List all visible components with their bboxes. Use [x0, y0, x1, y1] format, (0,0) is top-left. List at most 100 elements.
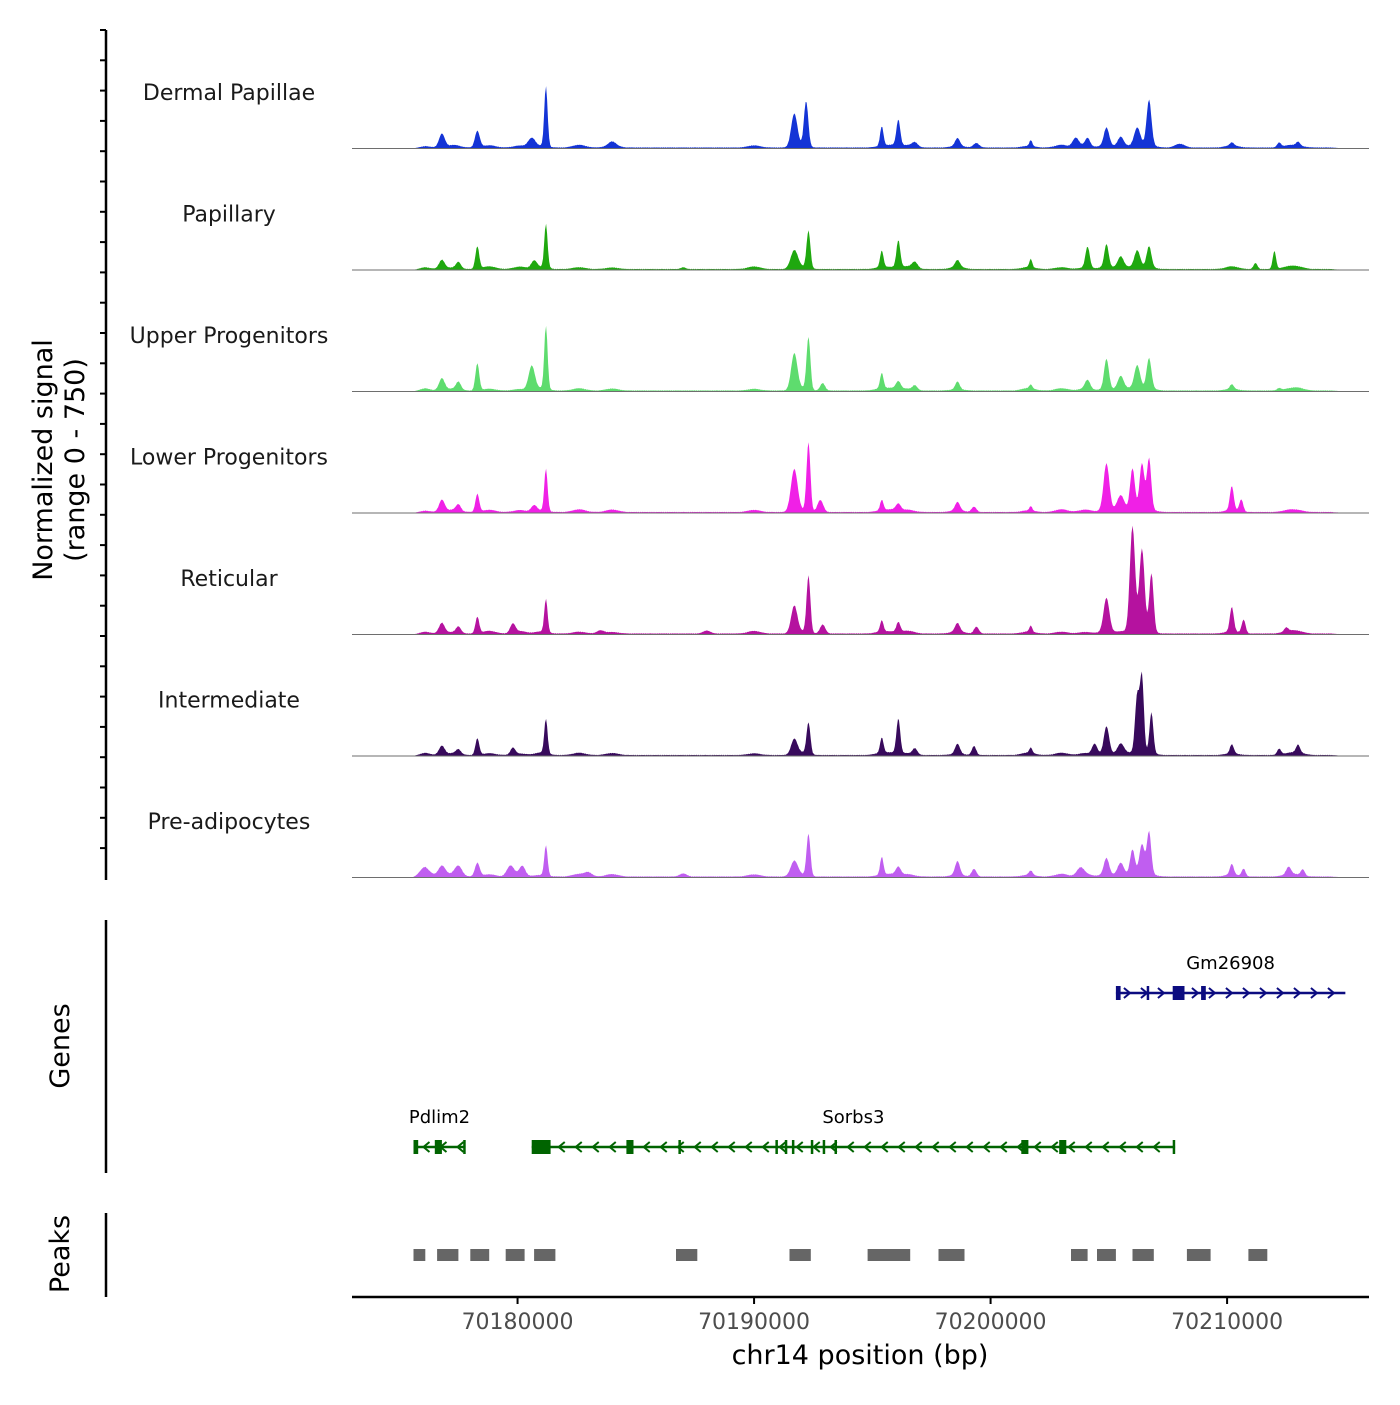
exon	[678, 1140, 681, 1154]
gene-gm26908: Gm26908	[1115, 953, 1346, 1000]
strand-arrow	[1118, 1141, 1127, 1153]
peak-region	[1097, 1249, 1116, 1261]
exon	[463, 1140, 466, 1154]
strand-arrow	[1033, 1141, 1042, 1153]
peak-region	[1248, 1249, 1268, 1261]
gene-label: Pdlim2	[409, 1107, 470, 1128]
strand-arrow	[982, 1141, 991, 1153]
strand-arrow	[880, 1141, 889, 1153]
strand-arrow	[897, 1141, 906, 1153]
peak-region	[437, 1249, 459, 1261]
strand-arrow	[1276, 987, 1285, 999]
gene-sorbs3: Sorbs3	[531, 1107, 1176, 1154]
x-tick-label: 70190000	[698, 1310, 810, 1335]
strand-arrow	[812, 1141, 821, 1153]
exon	[1059, 1140, 1067, 1154]
genes-panel-label: Genes	[45, 1003, 76, 1088]
track-label: Upper Progenitors	[130, 324, 329, 349]
strand-arrow	[931, 1141, 940, 1153]
gene-pdlim2: Pdlim2	[409, 1107, 470, 1154]
peak-region	[938, 1249, 965, 1261]
strand-arrow	[1327, 987, 1336, 999]
track-lower-progenitors: Lower Progenitors	[130, 442, 1369, 514]
strand-arrow	[574, 1141, 583, 1153]
strand-arrow	[1225, 987, 1234, 999]
peak-region	[676, 1249, 698, 1261]
strand-arrow	[778, 1141, 787, 1153]
signal-tracks: Dermal Papillae Papillary Upper Progenitor…	[130, 81, 1369, 878]
gene-label: Gm26908	[1186, 953, 1275, 974]
strand-arrow	[676, 1141, 685, 1153]
strand-arrow	[1135, 1141, 1144, 1153]
exon	[1172, 986, 1185, 1000]
peak-annotations	[413, 1249, 1268, 1261]
exon	[1172, 1140, 1176, 1154]
exon	[1201, 986, 1206, 1000]
exon	[626, 1140, 634, 1154]
strand-arrow	[744, 1141, 753, 1153]
strand-arrow	[1152, 1141, 1161, 1153]
gene-annotations: Gm26908 Pdlim2 Sorbs3	[409, 953, 1346, 1154]
exon	[1146, 986, 1150, 1000]
strand-arrow	[1310, 987, 1319, 999]
x-tick-label: 70200000	[935, 1310, 1047, 1335]
strand-arrow	[965, 1141, 974, 1153]
gene-label: Sorbs3	[822, 1107, 884, 1128]
strand-arrow	[1084, 1141, 1093, 1153]
peaks-panel-label: Peaks	[45, 1215, 76, 1293]
strand-arrow	[1208, 987, 1217, 999]
track-label: Pre-adipocytes	[148, 810, 311, 835]
peak-region	[470, 1249, 490, 1261]
x-axis-label: chr14 position (bp)	[732, 1340, 989, 1371]
strand-arrow	[421, 1141, 431, 1153]
track-label: Dermal Papillae	[143, 81, 315, 106]
track-dermal-papillae: Dermal Papillae	[143, 81, 1369, 149]
strand-arrow	[557, 1141, 566, 1153]
track-reticular: Reticular	[180, 525, 1369, 635]
track-intermediate: Intermediate	[158, 671, 1369, 757]
peak-region	[534, 1249, 556, 1261]
exon	[822, 1140, 826, 1154]
track-label: Lower Progenitors	[130, 446, 328, 471]
peak-region	[1132, 1249, 1154, 1261]
strand-arrow	[1242, 987, 1251, 999]
strand-arrow	[591, 1141, 600, 1153]
peak-region	[1186, 1249, 1211, 1261]
exon	[791, 1140, 795, 1154]
track-label: Papillary	[182, 203, 276, 228]
strand-arrow	[795, 1141, 804, 1153]
exon	[531, 1140, 551, 1154]
exon	[810, 1140, 814, 1154]
strand-arrow	[914, 1141, 923, 1153]
track-label: Reticular	[180, 567, 278, 592]
strand-arrow	[1293, 987, 1302, 999]
y-axis-label-line2: (range 0 - 750)	[60, 358, 91, 562]
track-upper-progenitors: Upper Progenitors	[130, 324, 1369, 392]
peak-region	[505, 1249, 525, 1261]
exon	[775, 1140, 778, 1154]
strand-arrow	[1067, 1141, 1076, 1153]
strand-arrow	[1050, 1141, 1059, 1153]
peak-region	[1071, 1249, 1088, 1261]
y-axis-label-line1: Normalized signal	[28, 339, 59, 581]
strand-arrow	[608, 1141, 617, 1153]
exon	[434, 1140, 442, 1154]
strand-arrow	[710, 1141, 719, 1153]
track-pre-adipocytes: Pre-adipocytes	[148, 810, 1369, 878]
exon	[1021, 1140, 1029, 1154]
strand-arrow	[999, 1141, 1008, 1153]
strand-arrow	[1123, 987, 1132, 999]
peak-region	[867, 1249, 911, 1261]
exon	[834, 1140, 837, 1154]
strand-arrow	[948, 1141, 957, 1153]
strand-arrow	[642, 1141, 651, 1153]
x-tick-label: 70210000	[1171, 1310, 1283, 1335]
strand-arrow	[693, 1141, 702, 1153]
strand-arrow	[1101, 1141, 1110, 1153]
y-axis-ticks	[100, 29, 106, 850]
exon	[413, 1140, 419, 1154]
strand-arrow	[727, 1141, 736, 1153]
strand-arrow	[455, 1141, 465, 1153]
